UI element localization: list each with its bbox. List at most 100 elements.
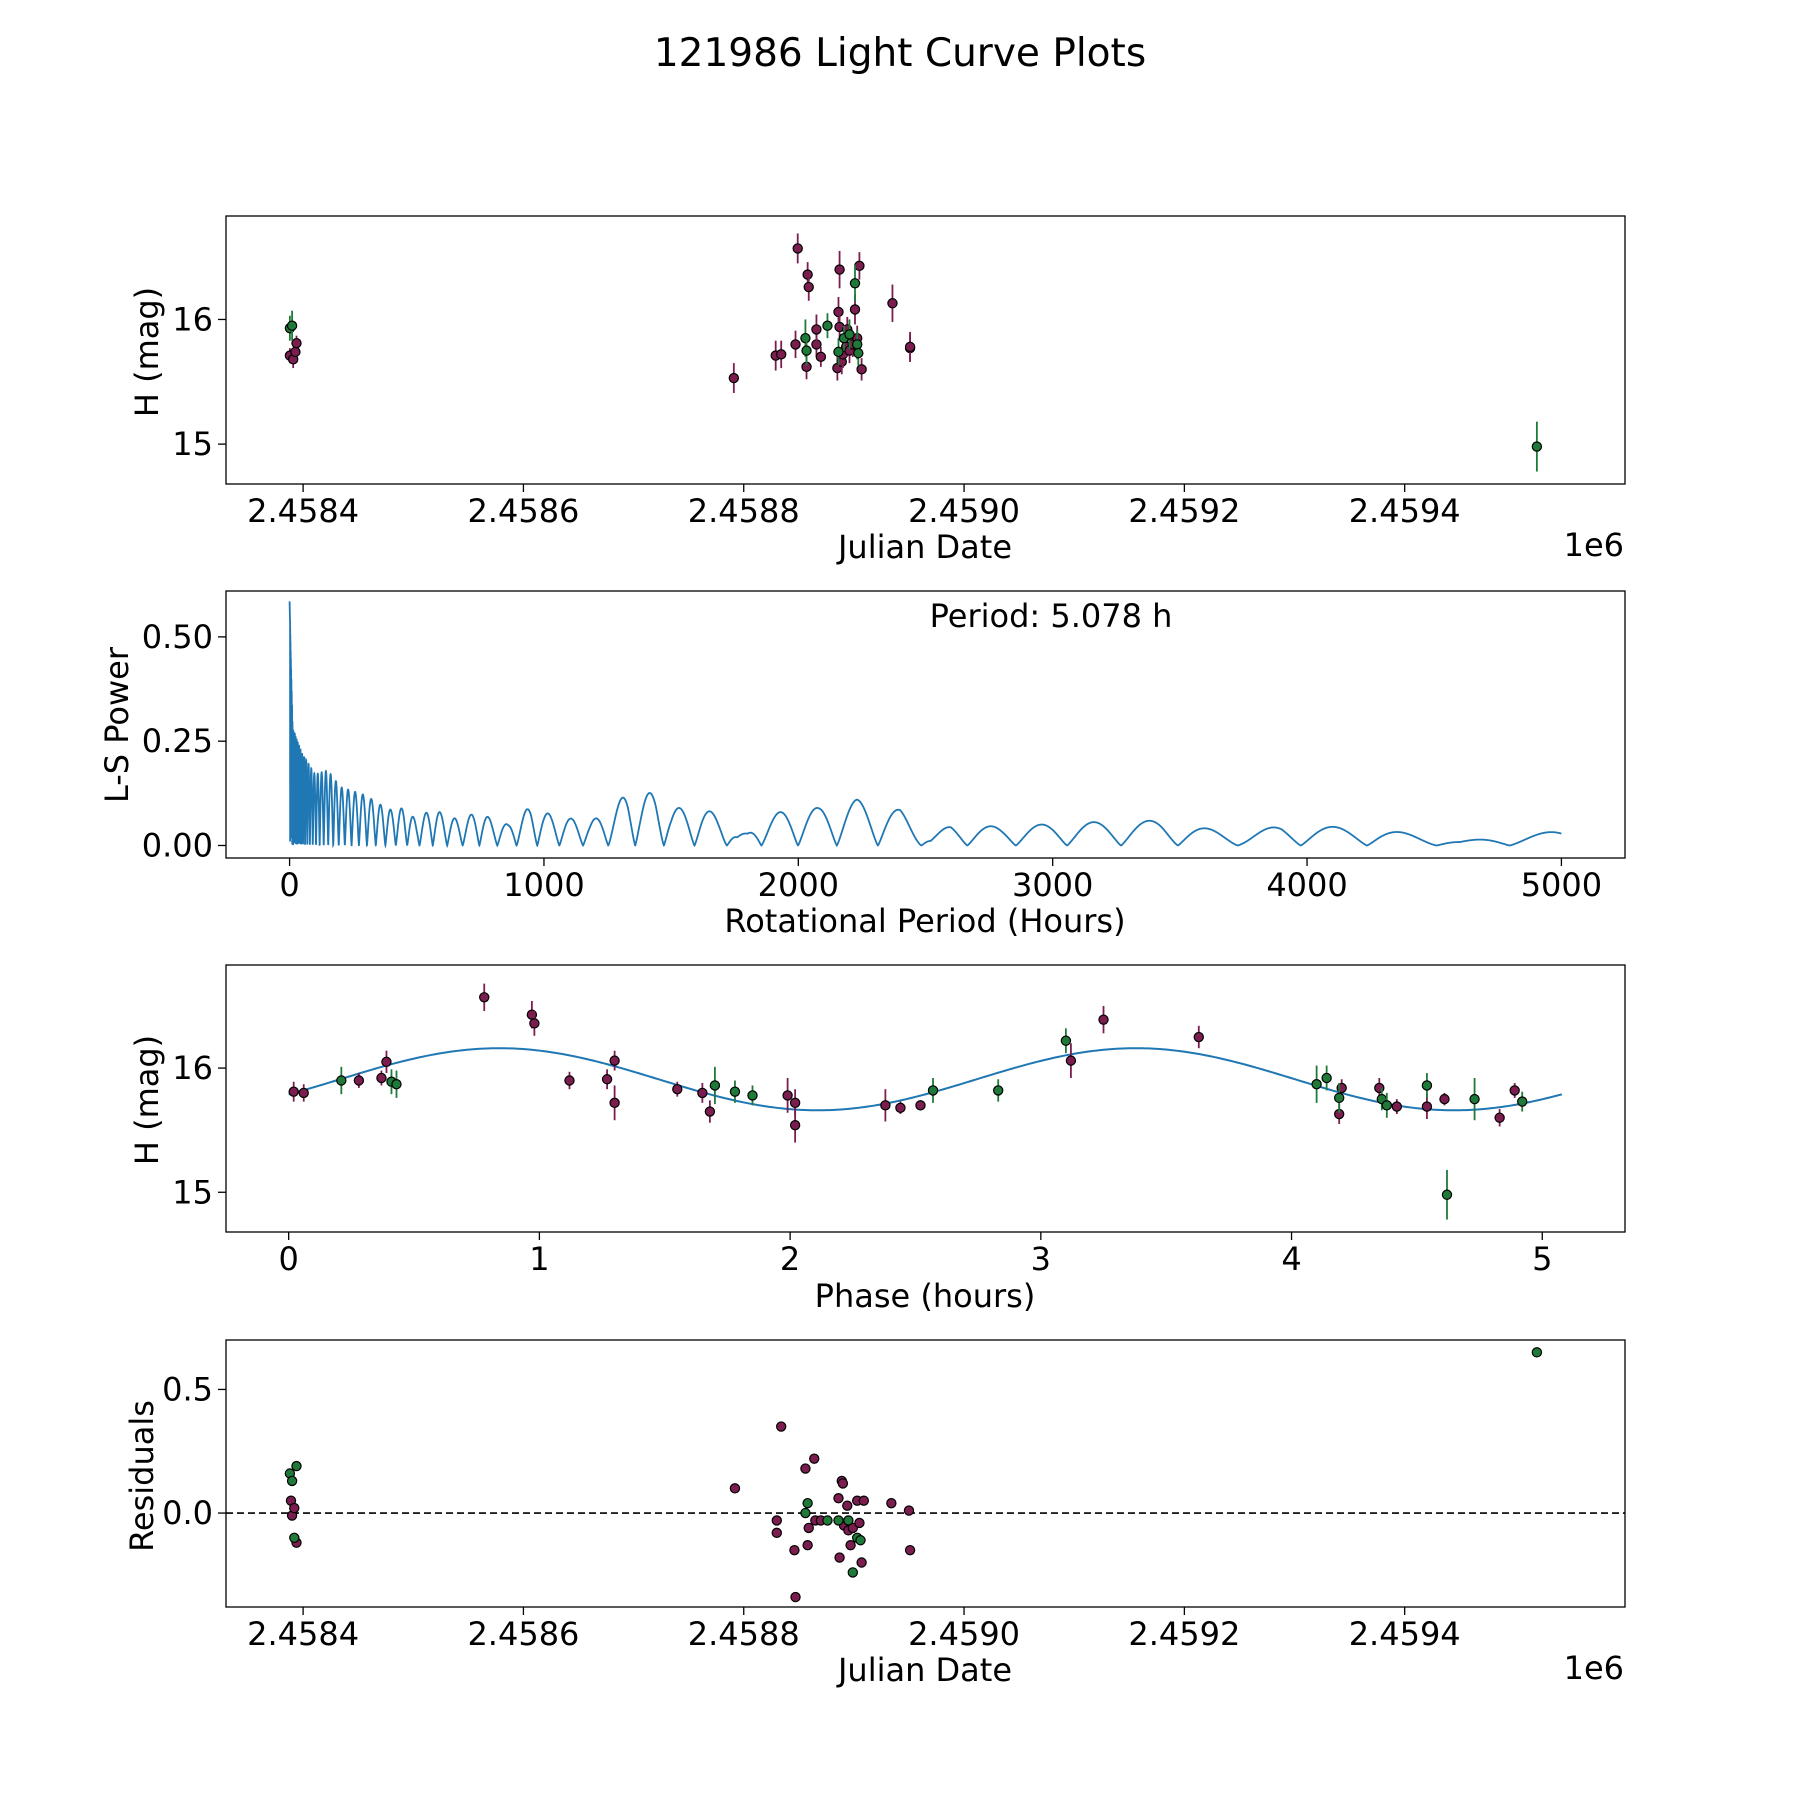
residuals-point xyxy=(904,1544,916,1556)
phase-point xyxy=(529,1018,540,1029)
phase-point xyxy=(1098,1014,1109,1025)
phase-point xyxy=(609,1055,620,1066)
resid-xtick-label: 2.4592 xyxy=(1128,1615,1240,1653)
phase-point xyxy=(609,1097,620,1109)
residuals-point xyxy=(856,1557,867,1568)
lightcurve-panel: Julian Date H (mag) 1e6 2.4584 2.4586 2.45… xyxy=(128,215,1626,566)
lightcurve-point xyxy=(904,341,916,353)
residuals-point xyxy=(855,1535,866,1546)
phase-xtick-label: 0 xyxy=(278,1240,298,1278)
lightcurve-point xyxy=(728,372,740,384)
lightcurve-point xyxy=(291,337,302,349)
residuals-panel: Julian Date Residuals 1e6 2.4584 2.4586 2.… xyxy=(123,1339,1626,1689)
figure-title: 121986 Light Curve Plots xyxy=(654,31,1146,76)
phase-point xyxy=(789,1097,801,1109)
lightcurve-series-group_b xyxy=(284,264,1543,472)
phase-xlabel: Phase (hours) xyxy=(815,1277,1036,1315)
lc-xtick-label: 2.4594 xyxy=(1349,492,1461,530)
lightcurve-point xyxy=(852,339,863,350)
residuals-xlabel: Julian Date xyxy=(836,1651,1012,1689)
phase-point xyxy=(1509,1085,1520,1096)
lightcurve-point xyxy=(802,269,813,280)
ls-ytick-label: 0.25 xyxy=(142,722,213,760)
residuals-point xyxy=(729,1483,741,1494)
lightcurve-point xyxy=(775,349,787,360)
phase-xtick-label: 4 xyxy=(1281,1240,1301,1278)
phase-frame xyxy=(225,964,1626,1233)
periodogram-curve xyxy=(288,601,1562,849)
lc-xtick-label: 2.4584 xyxy=(247,492,359,530)
residuals-point xyxy=(837,1478,849,1489)
phase-point xyxy=(1333,1092,1345,1104)
phase-point xyxy=(672,1083,683,1095)
residuals-point xyxy=(845,1539,856,1551)
lc-xtick-label: 2.4592 xyxy=(1128,492,1240,530)
residuals-point xyxy=(771,1515,782,1526)
phase-point xyxy=(601,1074,613,1085)
lightcurve-point xyxy=(849,278,861,289)
lightcurve-point xyxy=(887,298,898,309)
lightcurve-point xyxy=(800,332,811,344)
phase-point xyxy=(1391,1101,1403,1112)
lightcurve-series-group_a xyxy=(284,233,916,394)
phase-point xyxy=(564,1075,575,1086)
residuals-point xyxy=(803,1522,814,1534)
residuals-point xyxy=(802,1539,813,1551)
residuals-point xyxy=(833,1493,844,1504)
lightcurve-offset-label: 1e6 xyxy=(1564,526,1624,564)
phase-point xyxy=(1439,1093,1450,1105)
phase-xtick-label: 2 xyxy=(780,1240,800,1278)
lc-ytick-label: 16 xyxy=(172,300,213,338)
lc-xtick-label: 2.4586 xyxy=(467,492,579,530)
phase-point xyxy=(1321,1072,1332,1084)
lightcurve-point xyxy=(286,320,298,331)
lightcurve-point xyxy=(801,345,812,356)
phase-point xyxy=(1421,1080,1433,1091)
residuals-point xyxy=(822,1515,833,1526)
lightcurve-point xyxy=(815,351,827,363)
lc-ytick-label: 15 xyxy=(172,425,213,463)
residuals-point xyxy=(800,1463,811,1474)
lightcurve-point xyxy=(833,306,844,318)
phase-point xyxy=(704,1106,716,1117)
residuals-point xyxy=(1531,1347,1543,1358)
lightcurve-point xyxy=(844,329,855,340)
phase-point xyxy=(915,1100,926,1111)
ls-xtick-label: 4000 xyxy=(1266,866,1347,904)
residuals-ylabel: Residuals xyxy=(123,1400,161,1552)
phase-point xyxy=(376,1072,387,1084)
residuals-point xyxy=(789,1544,800,1556)
phase-point xyxy=(353,1075,365,1086)
phase-ytick-label: 16 xyxy=(172,1049,213,1087)
lightcurve-point xyxy=(849,304,861,315)
residuals-point xyxy=(842,1500,853,1511)
residuals-point xyxy=(771,1527,782,1539)
phase-point xyxy=(1494,1112,1505,1123)
resid-ytick-label: 0.0 xyxy=(162,1494,213,1532)
residuals-point xyxy=(289,1532,300,1543)
residuals-point xyxy=(843,1515,854,1526)
ls-xtick-label: 0 xyxy=(279,866,299,904)
residuals-series-group_b xyxy=(284,1347,1543,1578)
lightcurve-xlabel: Julian Date xyxy=(836,528,1012,566)
resid-ytick-label: 0.5 xyxy=(162,1370,213,1408)
lightcurve-point xyxy=(803,281,814,293)
lightcurve-point xyxy=(856,364,867,375)
residuals-point xyxy=(858,1495,870,1506)
residuals-point xyxy=(903,1505,915,1516)
phase-point xyxy=(1421,1101,1433,1112)
periodogram-xlabel: Rotational Period (Hours) xyxy=(724,902,1125,940)
lightcurve-point xyxy=(1531,441,1543,452)
phase-point xyxy=(288,1086,299,1097)
residuals-point xyxy=(802,1497,813,1509)
residuals-series-group_a xyxy=(285,1421,916,1603)
residuals-point xyxy=(790,1591,801,1603)
phase-ylabel: H (mag) xyxy=(128,1035,166,1165)
phase-point xyxy=(1193,1031,1204,1043)
phase-point xyxy=(782,1090,793,1101)
phase-xtick-label: 1 xyxy=(529,1240,549,1278)
phase-xtick-label: 5 xyxy=(1532,1240,1552,1278)
lightcurve-point xyxy=(290,346,301,358)
phase-point xyxy=(709,1080,721,1091)
phase-point xyxy=(729,1086,741,1097)
